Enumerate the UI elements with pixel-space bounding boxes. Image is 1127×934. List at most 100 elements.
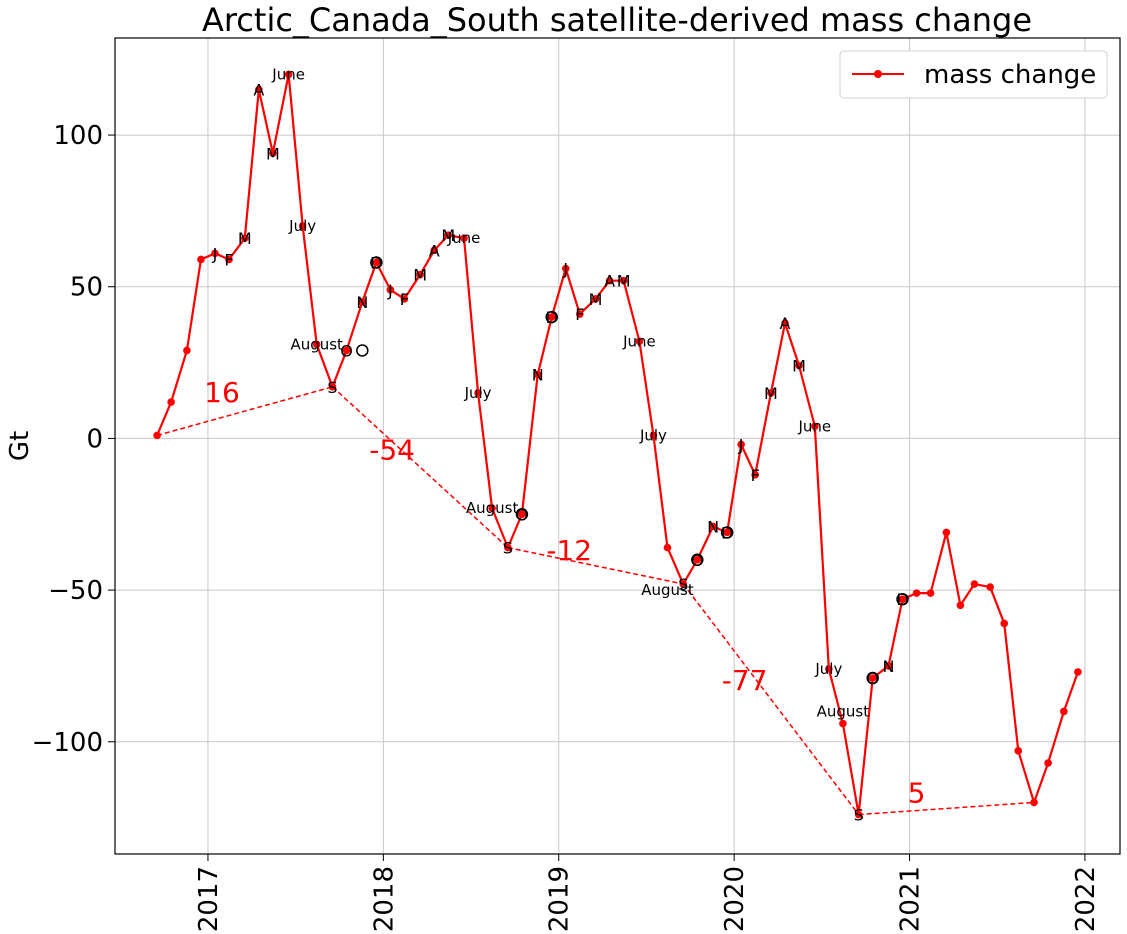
month-label: M	[589, 290, 603, 309]
data-point	[868, 674, 877, 682]
month-label: D	[721, 523, 733, 542]
month-label: N	[882, 657, 894, 676]
data-point	[884, 662, 893, 670]
data-point	[970, 580, 979, 588]
ring-marker	[370, 256, 383, 269]
legend: mass change	[839, 50, 1108, 99]
month-label: O	[691, 551, 704, 570]
data-point	[1074, 668, 1082, 676]
month-label: N	[356, 293, 368, 312]
month-label: June	[797, 417, 831, 435]
data-point	[547, 313, 556, 321]
data-point	[912, 589, 921, 597]
trend-change-label: -54	[369, 434, 415, 467]
data-point	[679, 580, 688, 588]
data-point	[635, 337, 644, 346]
data-point	[693, 555, 702, 564]
month-label: S	[678, 575, 688, 594]
x-tick-label: 2020	[720, 866, 750, 932]
legend-box	[839, 50, 1108, 99]
month-label: O	[516, 505, 529, 524]
data-point	[328, 383, 337, 391]
data-point	[358, 298, 367, 306]
data-point	[504, 543, 512, 552]
trend-line	[156, 386, 333, 437]
x-tick-label: 2021	[896, 866, 926, 932]
ring-marker	[896, 592, 909, 606]
data-point	[284, 70, 293, 79]
month-label: F	[400, 290, 409, 309]
month-label: July	[639, 426, 667, 444]
data-point	[709, 522, 717, 531]
data-point	[211, 249, 219, 258]
month-label: August	[290, 335, 343, 353]
month-label: M	[413, 266, 427, 285]
data-point	[854, 810, 863, 819]
series-layer	[153, 70, 1082, 819]
ring-marker	[356, 344, 369, 357]
data-point	[430, 246, 439, 255]
grid	[115, 38, 1120, 854]
chart-title: Arctic_Canada_South satellite-derived ma…	[202, 1, 1032, 39]
month-label: O	[866, 669, 879, 688]
data-point	[795, 361, 803, 370]
month-label: S	[503, 539, 513, 558]
month-label: August	[817, 702, 870, 720]
ring-markers	[356, 256, 909, 685]
series-line	[156, 73, 1079, 816]
data-point	[649, 431, 658, 440]
trend-change-label: 16	[204, 376, 240, 409]
month-label: M	[441, 226, 455, 245]
data-point	[400, 295, 409, 303]
data-point	[1044, 759, 1052, 767]
data-point	[737, 440, 745, 449]
data-point	[942, 528, 951, 537]
data-point	[723, 528, 731, 537]
data-point	[312, 340, 321, 349]
data-point	[767, 389, 775, 397]
month-label: M	[792, 357, 806, 376]
data-point	[898, 595, 907, 603]
ring-marker	[691, 553, 704, 567]
data-point	[386, 285, 395, 294]
trend-change-label: 5	[908, 776, 926, 809]
data-point	[416, 270, 424, 279]
y-axis: 100 50 0 −50 −100	[32, 121, 115, 758]
data-point	[518, 510, 526, 519]
legend-label: mass change	[924, 60, 1096, 90]
month-label: J	[387, 281, 393, 300]
trend-line	[858, 801, 1035, 816]
data-point	[342, 346, 351, 355]
change-labels: 16 -54 -12 -77 5	[204, 376, 925, 809]
y-tick-label: −50	[48, 576, 103, 606]
data-point	[197, 255, 205, 264]
data-point	[1030, 798, 1038, 807]
month-label: A	[780, 314, 791, 333]
data-point	[986, 583, 995, 591]
data-point	[298, 222, 307, 230]
month-label: August	[466, 499, 519, 517]
data-point	[372, 258, 381, 267]
month-label: June	[447, 229, 481, 247]
y-tick-label: −100	[32, 728, 103, 758]
data-point	[591, 295, 600, 303]
y-tick-label: 100	[53, 121, 103, 151]
data-point	[781, 319, 789, 327]
data-point	[605, 276, 614, 285]
trend-lines	[156, 386, 1035, 816]
month-label: A	[429, 241, 440, 260]
data-point	[956, 601, 965, 610]
data-point	[167, 398, 175, 406]
data-point	[225, 255, 233, 264]
data-point	[153, 431, 161, 440]
x-tick-label: 2017	[194, 866, 224, 932]
month-label: S	[854, 806, 864, 825]
data-point	[561, 264, 570, 273]
data-point	[575, 310, 584, 318]
data-point	[619, 276, 628, 285]
month-label: July	[814, 660, 842, 678]
month-label: F	[224, 250, 233, 269]
month-label: M	[238, 229, 252, 248]
trend-line	[507, 546, 684, 585]
